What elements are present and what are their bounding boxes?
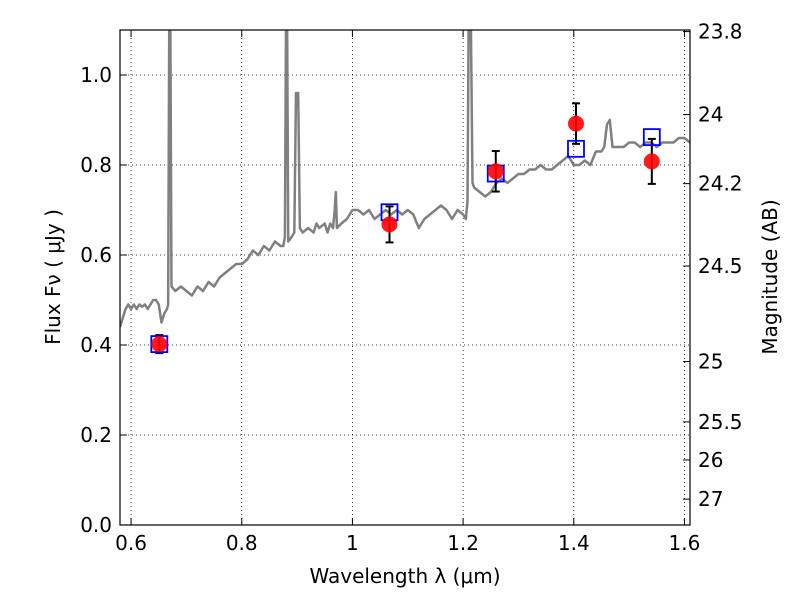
x-tick-label: 0.8: [226, 531, 258, 555]
y-tick-label: 0.8: [80, 153, 112, 177]
y-tick-label: 1.0: [80, 63, 112, 87]
observed-point: [487, 163, 504, 180]
y-tick-label: 0.6: [80, 243, 112, 267]
x-tick-label: 1.6: [669, 531, 701, 555]
y2-tick-label: 24.2: [698, 172, 743, 196]
model-photometry-marker: [567, 139, 585, 158]
x-tick-label: 1.4: [558, 531, 590, 555]
y2-tick-label: 27: [698, 487, 723, 511]
x-tick-label: 1.2: [447, 531, 479, 555]
observed-point: [381, 216, 398, 233]
x-tick-label: 1: [346, 531, 359, 555]
series-layer: [120, 30, 690, 328]
x-axis-title: Wavelength λ (μm): [309, 564, 500, 588]
observed-point: [568, 115, 584, 132]
y2-tick-label: 26: [698, 448, 723, 472]
ticks: [120, 30, 690, 526]
model-spectrum-line: [120, 30, 690, 328]
x-tick-label: 0.6: [115, 531, 147, 555]
plot-background: [120, 30, 690, 525]
y-tick-label: 0.2: [80, 423, 112, 447]
plot-frame: [119, 29, 691, 526]
model-photometry-marker: [642, 128, 661, 147]
y2-tick-label: 23.8: [698, 20, 743, 44]
y2-tick-label: 24: [698, 103, 723, 127]
y2-tick-label: 24.5: [698, 254, 743, 278]
y-tick-label: 0.0: [80, 513, 112, 537]
y-tick-label: 0.4: [80, 333, 112, 357]
y2-tick-label: 25: [698, 350, 723, 374]
tick-labels: 0.6 0.8 1 1.2 1.4 1.6 0.0 0.2 0.4 0.6 0.8 1.0 23.8 24…: [80, 20, 742, 555]
observed-point: [643, 153, 660, 170]
error-layer: [150, 102, 661, 355]
y2-axis-title: Magnitude (AB): [758, 199, 782, 354]
y2-tick-label: 25.5: [698, 410, 743, 434]
y-axis-title: Flux Fν ( μJy ): [41, 209, 65, 345]
observed-point: [151, 336, 168, 353]
